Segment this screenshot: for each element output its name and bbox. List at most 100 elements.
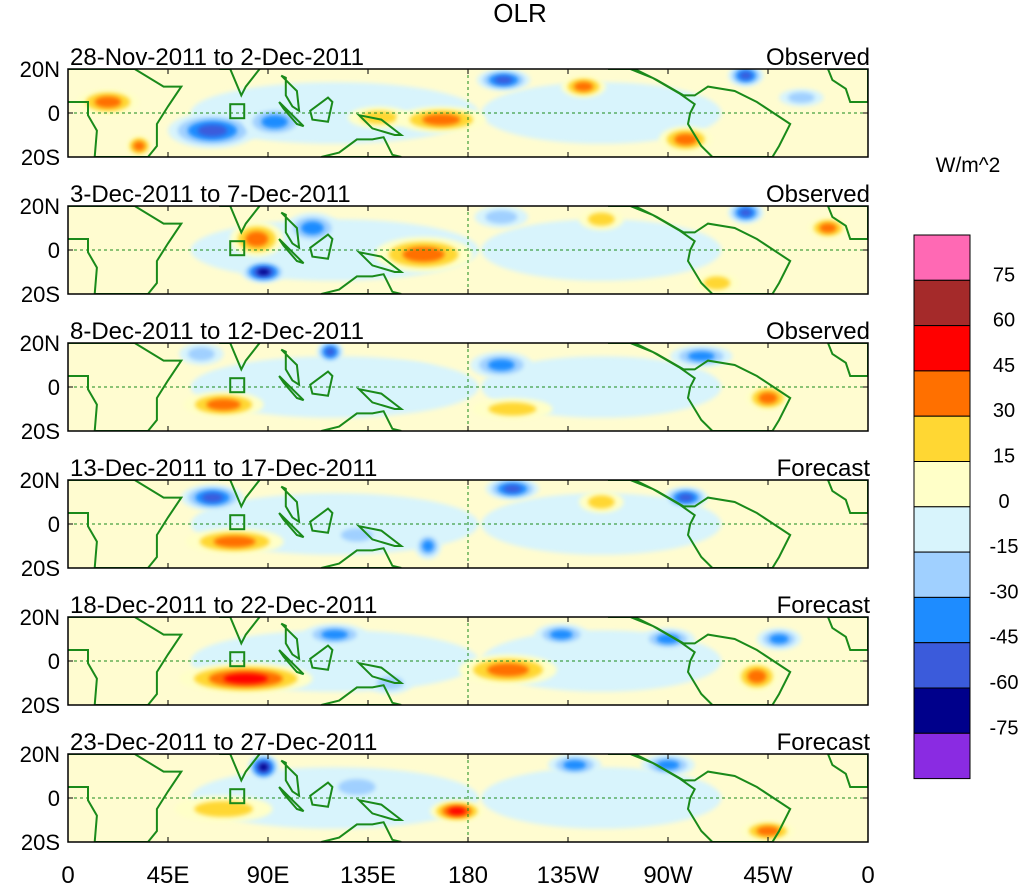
anomaly-contour: [788, 92, 815, 103]
anomaly-contour: [588, 212, 615, 226]
coastline: [309, 507, 334, 534]
coastline: [278, 375, 305, 402]
panel-period: 28-Nov-2011 to 2-Dec-2011: [70, 44, 364, 71]
panels: 20N 0 20S 28-Nov-2011 to 2-Dec-2011 Observed…: [20, 44, 871, 855]
x-tick-label: 0: [861, 862, 874, 887]
anomaly-contour: [202, 493, 223, 502]
coastline: [356, 250, 405, 273]
y-tick-label: 20S: [21, 556, 60, 581]
y-tick-label: 20S: [21, 693, 60, 718]
colorbar-swatch: [913, 642, 971, 689]
coastline: [68, 343, 184, 431]
anomaly-contour: [402, 246, 445, 262]
coastline: [356, 113, 405, 136]
colorbar-swatch: [913, 596, 971, 644]
anomaly-contour: [422, 113, 461, 126]
y-tick-label: 20N: [20, 331, 60, 356]
coastline: [280, 485, 301, 524]
colorbar-swatch: [913, 279, 971, 327]
coastline: [280, 211, 301, 250]
coastline: [309, 370, 334, 397]
coastline: [278, 512, 305, 539]
colorbar-swatch: [913, 732, 971, 780]
panel: 20N 0 20S 28-Nov-2011 to 2-Dec-2011 Observed: [20, 44, 870, 170]
region-box: [229, 377, 246, 394]
colorbar-units: W/m^2: [936, 154, 1001, 177]
chart-title: OLR: [493, 0, 546, 28]
coastline: [608, 69, 792, 157]
colorbar-label: 30: [993, 400, 1015, 422]
anomaly-contour: [747, 669, 767, 684]
anomaly-contour: [756, 826, 780, 836]
anomaly-contour: [819, 223, 837, 233]
anomaly-contour: [549, 629, 573, 640]
colorbar-label: 75: [993, 264, 1015, 286]
field-base: [481, 82, 722, 144]
coastline: [219, 754, 261, 783]
anomaly-contour: [301, 221, 324, 235]
y-tick-label: 0: [48, 101, 60, 126]
y-tick-label: 20N: [20, 742, 60, 767]
colorbar-label: -75: [990, 717, 1019, 739]
coastline: [356, 798, 405, 821]
anomaly-contour: [678, 493, 694, 502]
panel: 20N 0 20S 8-Dec-2011 to 12-Dec-2011 Observed: [20, 318, 870, 444]
panel-period: 8-Dec-2011 to 12-Dec-2011: [70, 318, 364, 345]
field-base: [481, 767, 722, 829]
anomaly-contour: [448, 807, 466, 815]
colorbar-label: -15: [990, 536, 1019, 558]
anomaly-field: [68, 69, 868, 157]
anomaly-contour: [703, 276, 731, 290]
coastline: [826, 69, 868, 103]
anomaly-contour: [487, 663, 529, 677]
y-tick-label: 20S: [21, 145, 60, 170]
colorbar-label: 15: [993, 446, 1015, 468]
anomaly-contour: [688, 351, 715, 361]
y-tick-label: 0: [48, 786, 60, 811]
colorbar-label: 0: [998, 491, 1009, 513]
coastline: [826, 480, 868, 514]
coastline: [309, 96, 334, 123]
y-tick-label: 20S: [21, 282, 60, 307]
anomaly-contour: [488, 359, 515, 371]
anomaly-contour: [422, 540, 434, 552]
panel-kind: Observed: [766, 318, 870, 345]
colorbar-swatch: [913, 461, 971, 508]
coastline: [68, 480, 184, 568]
anomaly-contour: [739, 208, 752, 217]
coastline: [219, 343, 261, 372]
anomaly-field: [68, 480, 868, 568]
x-tick-label: 90W: [643, 862, 693, 887]
coastline: [278, 649, 305, 676]
coastline: [309, 781, 334, 808]
panel: 20N 0 20S 23-Dec-2011 to 27-Dec-2011 Forecas…: [20, 729, 871, 855]
anomaly-contour: [257, 269, 270, 275]
field-base: [481, 493, 722, 555]
anomaly-contour: [503, 485, 522, 493]
y-tick-label: 20N: [20, 194, 60, 219]
colorbar-label: -45: [990, 627, 1019, 649]
y-tick-label: 20N: [20, 605, 60, 630]
anomaly-contour: [261, 115, 288, 129]
coastline: [219, 206, 261, 235]
coastline: [608, 480, 792, 568]
anomaly-contour: [674, 133, 698, 146]
panel-period: 23-Dec-2011 to 27-Dec-2011: [70, 729, 377, 756]
coastline: [219, 480, 261, 509]
anomaly-contour: [94, 96, 122, 108]
region-box: [229, 514, 246, 531]
y-tick-label: 20S: [21, 419, 60, 444]
coastline: [356, 387, 405, 410]
coastline: [219, 617, 261, 646]
coastline: [278, 786, 305, 813]
anomaly-contour: [245, 231, 269, 247]
coastline: [68, 754, 184, 842]
panel-kind: Forecast: [777, 729, 871, 756]
coastline: [608, 754, 792, 842]
panel: 20N 0 20S 13-Dec-2011 to 17-Dec-2011 Forecas…: [20, 455, 871, 581]
colorbar-swatch: [913, 415, 971, 463]
y-tick-label: 20N: [20, 468, 60, 493]
anomaly-contour: [361, 362, 442, 390]
anomaly-field: [68, 754, 868, 842]
anomaly-contour: [541, 245, 653, 277]
